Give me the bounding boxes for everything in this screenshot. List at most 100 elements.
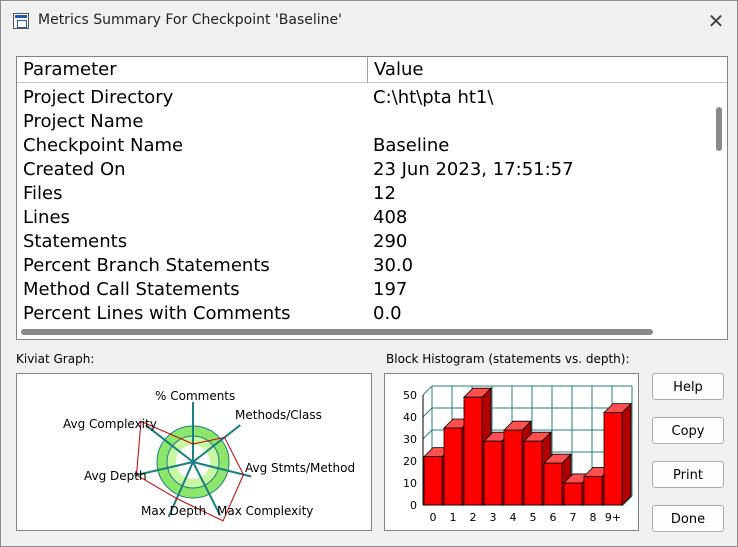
row-parameter: Project Name	[23, 111, 144, 132]
list-header: Parameter Value	[17, 57, 727, 83]
histogram-bar	[483, 440, 503, 506]
kiviat-axis-line	[192, 461, 252, 478]
kiviat-axis-label-comments: % Comments	[155, 389, 235, 403]
metrics-list[interactable]: Parameter Value Project Directory C:\ht\p…	[16, 56, 728, 340]
table-row[interactable]: Checkpoint Name Baseline	[17, 134, 711, 158]
table-row[interactable]: Created On 23 Jun 2023, 17:51:57	[17, 158, 711, 182]
x-tick-label: 8	[590, 511, 597, 524]
help-button[interactable]: Help	[652, 373, 724, 400]
close-button[interactable]: ✕	[697, 5, 735, 37]
vertical-scroll-thumb[interactable]	[716, 107, 722, 151]
histogram-bar	[463, 396, 483, 506]
row-value: 408	[373, 207, 408, 228]
histogram-bar	[603, 412, 623, 506]
print-button[interactable]: Print	[652, 461, 724, 488]
block-histogram-panel: 0 10 20 30 40 50 0 1 2 3 4 5 6 7 8 9+	[384, 373, 639, 531]
column-header-value[interactable]: Value	[374, 59, 424, 80]
y-tick-label: 0	[410, 499, 417, 512]
kiviat-axis-label-max-complexity: Max Complexity	[217, 504, 313, 518]
kiviat-axis-label-avg-depth: Avg Depth	[84, 469, 147, 483]
x-tick-label: 7	[570, 511, 577, 524]
row-value: 30.0	[373, 255, 414, 276]
x-tick-label: 9+	[605, 511, 621, 524]
histogram-bar	[563, 482, 583, 506]
kiviat-label: Kiviat Graph:	[16, 352, 95, 366]
kiviat-graph: % Comments Methods/Class Avg Stmts/Metho…	[63, 389, 355, 522]
title-bar: Metrics Summary For Checkpoint 'Baseline…	[1, 1, 737, 41]
x-tick-label: 5	[530, 511, 537, 524]
histogram-bar	[443, 427, 463, 506]
row-parameter: Lines	[23, 207, 70, 228]
kiviat-axis-line	[134, 461, 194, 477]
histogram-label: Block Histogram (statements vs. depth):	[386, 352, 630, 366]
table-row[interactable]: Project Name	[17, 110, 711, 134]
row-parameter: Statements	[23, 231, 128, 252]
horizontal-scrollbar[interactable]	[17, 323, 711, 339]
table-row[interactable]: Percent Lines with Comments 0.0	[17, 302, 711, 326]
histogram-bar	[583, 476, 603, 506]
y-tick-label: 30	[403, 433, 417, 446]
histogram-bar	[423, 456, 443, 506]
y-tick-label: 40	[403, 411, 417, 424]
x-tick-label: 0	[430, 511, 437, 524]
kiviat-axis-label-avg-complexity: Avg Complexity	[63, 417, 157, 431]
done-button[interactable]: Done	[652, 505, 724, 532]
grid-line-side	[422, 407, 433, 418]
row-parameter: Project Directory	[23, 87, 174, 108]
histogram-bar-side	[621, 402, 632, 506]
x-tick-label: 4	[510, 511, 517, 524]
row-parameter: Checkpoint Name	[23, 135, 184, 156]
histogram-bar	[543, 462, 563, 506]
grid-line-side	[422, 429, 433, 440]
row-value: 12	[373, 183, 396, 204]
table-row[interactable]: Statements 290	[17, 230, 711, 254]
row-parameter: Percent Lines with Comments	[23, 303, 291, 324]
y-tick-label: 50	[403, 389, 417, 402]
row-value: 23 Jun 2023, 17:51:57	[373, 159, 574, 180]
x-tick-label: 2	[470, 511, 477, 524]
row-parameter: Percent Branch Statements	[23, 255, 270, 276]
row-value: Baseline	[373, 135, 450, 156]
row-parameter: Files	[23, 183, 63, 204]
table-row[interactable]: Files 12	[17, 182, 711, 206]
grid-line-floor	[622, 495, 633, 506]
x-tick-label: 6	[550, 511, 557, 524]
column-header-parameter[interactable]: Parameter	[17, 57, 368, 83]
copy-button[interactable]: Copy	[652, 417, 724, 444]
row-parameter: Method Call Statements	[23, 279, 240, 300]
row-parameter: Created On	[23, 159, 126, 180]
row-value: 0.0	[373, 303, 402, 324]
app-icon	[13, 13, 29, 29]
histogram-bar	[503, 429, 523, 506]
close-icon: ✕	[707, 9, 725, 33]
kiviat-polygon	[135, 420, 245, 522]
list-body: Project Directory C:\ht\pta ht1\ Project N…	[17, 86, 711, 326]
table-row[interactable]: Percent Branch Statements 30.0	[17, 254, 711, 278]
row-value: 290	[373, 231, 408, 252]
histogram-bar	[523, 440, 543, 506]
y-tick-label: 20	[403, 455, 417, 468]
x-tick-label: 1	[450, 511, 457, 524]
kiviat-graph-panel: % Comments Methods/Class Avg Stmts/Metho…	[16, 373, 372, 531]
kiviat-axis-label-avg-stmts: Avg Stmts/Method	[245, 461, 355, 475]
kiviat-axis-line	[167, 461, 194, 518]
kiviat-axis-line	[192, 461, 222, 516]
grid-line-side	[422, 385, 433, 396]
horizontal-scroll-thumb[interactable]	[21, 329, 653, 335]
vertical-scrollbar[interactable]	[711, 83, 727, 323]
window-title: Metrics Summary For Checkpoint 'Baseline…	[38, 12, 342, 28]
row-value: C:\ht\pta ht1\	[373, 87, 494, 108]
x-tick-label: 3	[490, 511, 497, 524]
table-row[interactable]: Lines 408	[17, 206, 711, 230]
table-row[interactable]: Project Directory C:\ht\pta ht1\	[17, 86, 711, 110]
table-row[interactable]: Method Call Statements 197	[17, 278, 711, 302]
y-tick-label: 10	[403, 477, 417, 490]
kiviat-axis-line	[145, 424, 194, 463]
kiviat-axes	[134, 402, 252, 518]
kiviat-axis-label-max-depth: Max Depth	[141, 504, 206, 518]
kiviat-axis-label-methods-class: Methods/Class	[235, 408, 322, 422]
kiviat-axis-line	[192, 424, 241, 463]
row-value: 197	[373, 279, 408, 300]
